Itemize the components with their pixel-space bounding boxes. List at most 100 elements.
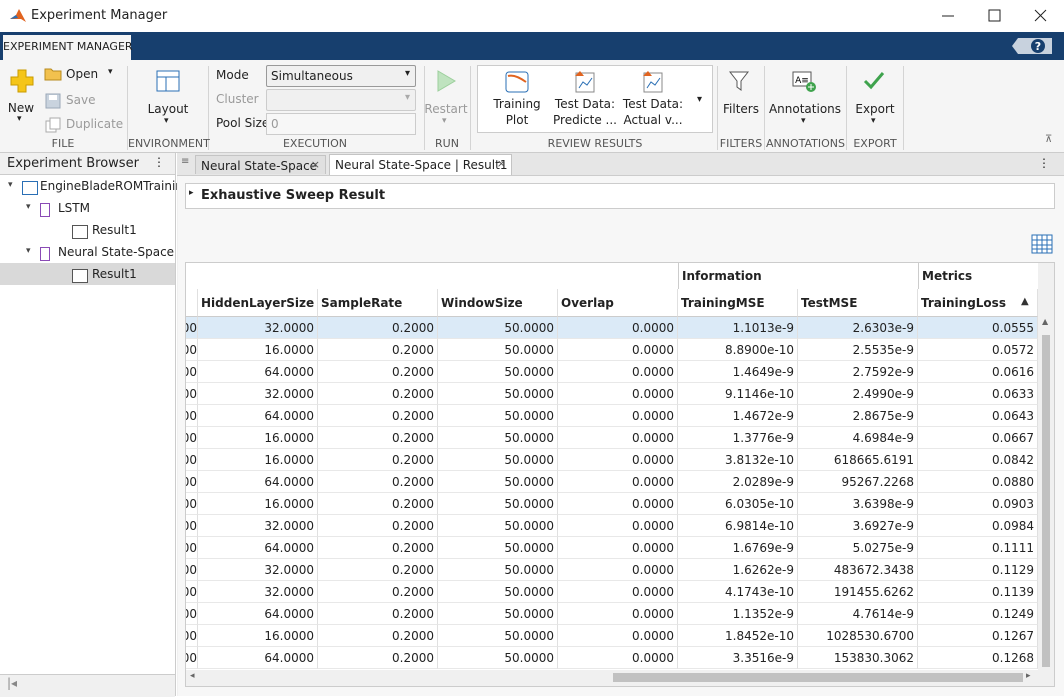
review-button-label[interactable]: Training [493,97,541,111]
table-cell[interactable]: 0.2000 [318,317,438,339]
table-cell[interactable]: 50.0000 [438,427,558,449]
table-cell[interactable]: 00 [186,405,198,427]
training-plot-icon[interactable] [505,70,529,94]
table-cell[interactable]: 00 [186,493,198,515]
column-header[interactable]: TrainingLoss [918,289,1038,317]
table-cell[interactable]: 2.5535e-9 [798,339,918,361]
table-cell[interactable]: 0.0000 [558,449,678,471]
table-cell[interactable]: 00 [186,515,198,537]
table-cell[interactable]: 0.2000 [318,339,438,361]
table-cell[interactable]: 00 [186,625,198,647]
table-cell[interactable]: 1.8452e-10 [678,625,798,647]
table-cell[interactable]: 1.6262e-9 [678,559,798,581]
table-cell[interactable]: 00 [186,471,198,493]
table-cell[interactable]: 0.0633 [918,383,1038,405]
sort-arrow[interactable]: ▲ [1021,296,1029,307]
column-header[interactable]: Overlap [558,289,678,317]
table-cell[interactable]: 0.0572 [918,339,1038,361]
window-controls[interactable] [930,6,1060,26]
table-cell[interactable]: 0.2000 [318,581,438,603]
table-cell[interactable]: 0.1139 [918,581,1038,603]
table-cell[interactable]: 6.9814e-10 [678,515,798,537]
table-cell[interactable]: 00 [186,317,198,339]
table-cell[interactable]: 32.0000 [198,317,318,339]
table-cell[interactable]: 1.3776e-9 [678,427,798,449]
table-cell[interactable]: 50.0000 [438,537,558,559]
dropdown-arrow[interactable]: ▾ [801,116,806,126]
scroll-thumb[interactable] [613,673,1023,682]
table-cell[interactable]: 64.0000 [198,471,318,493]
scroll-up[interactable]: ▲ [1042,317,1049,326]
annotations-button[interactable]: Annotations [768,102,842,116]
table-cell[interactable]: 2.8675e-9 [798,405,918,427]
table-cell[interactable]: 50.0000 [438,625,558,647]
export-button[interactable]: Export [855,102,895,116]
tab-label[interactable]: Neural State-Space | Result1 [335,158,508,172]
table-cell[interactable]: 0.0000 [558,647,678,669]
layout-button[interactable]: Layout [147,102,189,116]
table-cell[interactable]: 0.2000 [318,493,438,515]
table-cell[interactable]: 0.0000 [558,603,678,625]
tree-item[interactable]: Result1 [92,223,137,237]
dropdown-arrow[interactable]: ▾ [17,114,22,124]
table-cell[interactable]: 0.0903 [918,493,1038,515]
table-cell[interactable]: 483672.3438 [798,559,918,581]
dropdown-arrow[interactable]: ▾ [164,116,169,126]
table-cell[interactable]: 153830.3062 [798,647,918,669]
tab-list-handle[interactable]: ≡ [181,156,190,167]
table-cell[interactable]: 0.0000 [558,361,678,383]
dropdown-arrow[interactable]: ▾ [871,116,876,126]
column-header[interactable]: HiddenLayerSize [198,289,318,317]
table-cell[interactable]: 50.0000 [438,361,558,383]
table-cell[interactable]: 0.0643 [918,405,1038,427]
table-cell[interactable]: 64.0000 [198,361,318,383]
column-header[interactable]: SampleRate [318,289,438,317]
column-header[interactable]: WindowSize [438,289,558,317]
table-cell[interactable]: 9.1146e-10 [678,383,798,405]
expand-arrow[interactable]: ▸ [189,188,194,198]
browser-menu[interactable]: ⋮ [153,155,165,169]
table-cell[interactable]: 0.0000 [558,427,678,449]
open-button[interactable]: Open [66,67,99,81]
table-cell[interactable]: 50.0000 [438,559,558,581]
document-tab[interactable]: Neural State-Space × [195,155,326,174]
table-cell[interactable]: 0.2000 [318,427,438,449]
table-view-icon[interactable] [1031,234,1053,254]
table-cell[interactable]: 0.0616 [918,361,1038,383]
tree-toggle[interactable]: ▾ [26,202,31,212]
table-cell[interactable]: 50.0000 [438,449,558,471]
table-cell[interactable]: 50.0000 [438,383,558,405]
table-cell[interactable]: 0.0984 [918,515,1038,537]
layout-icon[interactable] [156,70,180,92]
table-cell[interactable]: 0.0555 [918,317,1038,339]
scroll-right[interactable]: ▸ [1026,671,1031,681]
table-cell[interactable]: 2.4990e-9 [798,383,918,405]
table-cell[interactable]: 0.0000 [558,559,678,581]
table-cell[interactable]: 0.2000 [318,515,438,537]
table-cell[interactable]: 32.0000 [198,383,318,405]
table-cell[interactable]: 32.0000 [198,581,318,603]
new-icon[interactable] [9,68,35,94]
tree-toggle[interactable]: ▾ [26,246,31,256]
table-cell[interactable]: 16.0000 [198,449,318,471]
experiment-icon[interactable] [40,247,50,261]
tab-menu[interactable]: ⋮ [1038,156,1050,170]
table-cell[interactable]: 0.0000 [558,537,678,559]
table-cell[interactable]: 00 [186,559,198,581]
table-cell[interactable]: 0.0880 [918,471,1038,493]
table-cell[interactable]: 16.0000 [198,493,318,515]
table-cell[interactable]: 0.1111 [918,537,1038,559]
open-icon[interactable] [44,67,62,81]
table-cell[interactable]: 00 [186,647,198,669]
review-button-label[interactable]: Test Data: [622,97,684,111]
table-cell[interactable]: 0.0000 [558,405,678,427]
table-cell[interactable]: 00 [186,603,198,625]
table-cell[interactable]: 50.0000 [438,515,558,537]
ribbon-tab[interactable]: EXPERIMENT MANAGER [3,35,133,60]
test-data-icon[interactable] [641,70,665,94]
new-button[interactable]: New [7,101,35,115]
table-cell[interactable]: 0.0000 [558,493,678,515]
annotations-icon[interactable]: A≡ [792,70,818,94]
table-cell[interactable]: 4.6984e-9 [798,427,918,449]
help-button[interactable]: ? [1010,36,1054,56]
